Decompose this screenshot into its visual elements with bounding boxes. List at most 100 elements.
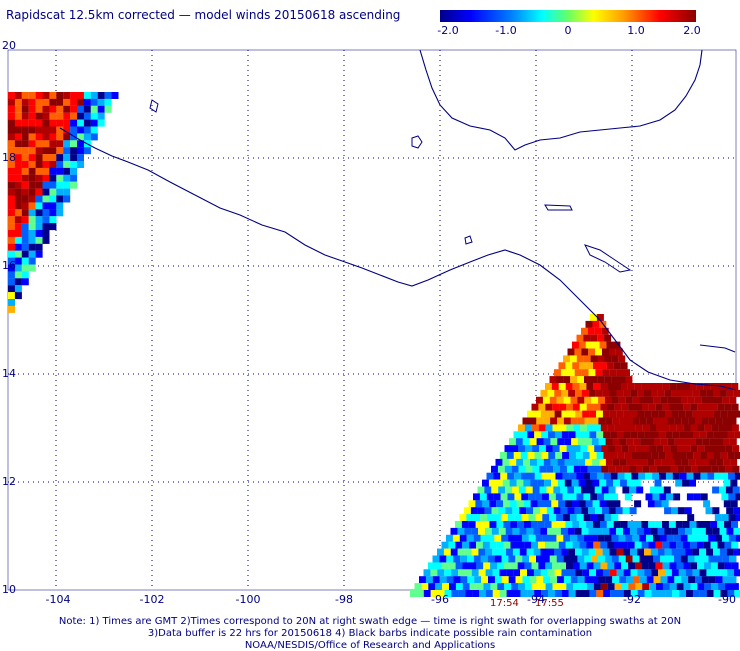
- swath-cell: [70, 120, 77, 127]
- swath-cell: [8, 299, 15, 306]
- swath-cell: [580, 562, 587, 569]
- swath-cell: [603, 590, 610, 597]
- swath-cell: [674, 576, 681, 583]
- swath-cell: [29, 230, 36, 237]
- swath-cell: [673, 473, 680, 480]
- swath-cell: [679, 452, 686, 459]
- swath-cell: [577, 376, 584, 383]
- swath-cell: [545, 521, 552, 528]
- island: [465, 236, 472, 244]
- swath-cell: [652, 452, 659, 459]
- swath-cell: [631, 452, 638, 459]
- swath-cell: [635, 562, 642, 569]
- swath-cell: [671, 528, 678, 535]
- swath-cell: [77, 161, 84, 168]
- swath-cell: [731, 542, 738, 549]
- swath-cell: [706, 569, 713, 576]
- swath-cell: [597, 452, 604, 459]
- swath-cell: [523, 576, 530, 583]
- swath-cell: [15, 113, 22, 120]
- swath-cell: [22, 196, 29, 203]
- swath-cell: [669, 542, 676, 549]
- swath-cell: [475, 500, 482, 507]
- wind-difference-swath: [8, 92, 740, 597]
- swath-cell: [690, 521, 697, 528]
- swath-cell: [617, 431, 624, 438]
- swath-cell: [494, 514, 501, 521]
- swath-cell: [642, 383, 649, 390]
- swath-cell: [714, 431, 721, 438]
- swath-cell: [528, 452, 535, 459]
- swath-cell: [500, 452, 507, 459]
- swath-cell: [593, 362, 600, 369]
- swath-cell: [559, 404, 566, 411]
- swath-cell: [63, 161, 70, 168]
- swath-cell: [514, 452, 521, 459]
- swath-cell: [662, 383, 669, 390]
- swath-cell: [70, 99, 77, 106]
- swath-cell: [638, 431, 645, 438]
- swath-cell: [598, 376, 605, 383]
- swath-cell: [510, 480, 517, 487]
- swath-cell: [502, 576, 509, 583]
- swath-cell: [464, 528, 471, 535]
- swath-cell: [36, 189, 43, 196]
- swath-cell: [682, 459, 689, 466]
- swath-cell: [487, 493, 494, 500]
- swath-cell: [660, 535, 667, 542]
- swath-cell: [480, 493, 487, 500]
- swath-cell: [631, 431, 638, 438]
- swath-cell: [637, 528, 644, 535]
- swath-cell: [580, 424, 587, 431]
- swath-cell: [70, 147, 77, 154]
- swath-cell: [599, 438, 606, 445]
- swath-cell: [584, 397, 591, 404]
- swath-cell: [582, 390, 589, 397]
- swath-cell: [634, 521, 641, 528]
- swath-cell: [687, 473, 694, 480]
- swath-cell: [672, 590, 679, 597]
- swath-cell: [535, 493, 542, 500]
- swath-cell: [588, 487, 595, 494]
- swath-cell: [56, 133, 63, 140]
- swath-cell: [578, 576, 585, 583]
- swath-cell: [77, 99, 84, 106]
- swath-cell: [601, 562, 608, 569]
- swath-cell: [676, 521, 683, 528]
- swath-cell: [522, 514, 529, 521]
- swath-cell: [442, 583, 449, 590]
- swath-cell: [614, 562, 621, 569]
- swath-cell: [63, 140, 70, 147]
- swath-cell: [675, 438, 682, 445]
- swath-cell: [635, 404, 642, 411]
- swath-cell: [536, 535, 543, 542]
- swath-cell: [613, 500, 620, 507]
- swath-cell: [507, 452, 514, 459]
- swath-cell: [36, 140, 43, 147]
- swath-cell: [652, 473, 659, 480]
- swath-cell: [444, 569, 451, 576]
- swath-cell: [496, 480, 503, 487]
- swath-cell: [513, 569, 520, 576]
- swath-cell: [664, 507, 671, 514]
- swath-cell: [651, 390, 658, 397]
- swath-cell: [8, 244, 15, 251]
- swath-cell: [670, 583, 677, 590]
- swath-cell: [43, 120, 50, 127]
- swath-cell: [22, 258, 29, 265]
- swath-cell: [430, 569, 437, 576]
- swath-cell: [642, 424, 649, 431]
- swath-cell: [550, 376, 557, 383]
- swath-cell: [561, 390, 568, 397]
- swath-cell: [595, 528, 602, 535]
- swath-cell: [469, 521, 476, 528]
- swath-cell: [8, 230, 15, 237]
- swath-cell: [567, 445, 574, 452]
- swath-cell: [575, 528, 582, 535]
- swath-cell: [639, 535, 646, 542]
- swath-cell: [604, 355, 611, 362]
- swath-cell: [649, 383, 656, 390]
- swath-cell: [541, 411, 548, 418]
- swath-cell: [84, 113, 91, 120]
- swath-cell: [543, 576, 550, 583]
